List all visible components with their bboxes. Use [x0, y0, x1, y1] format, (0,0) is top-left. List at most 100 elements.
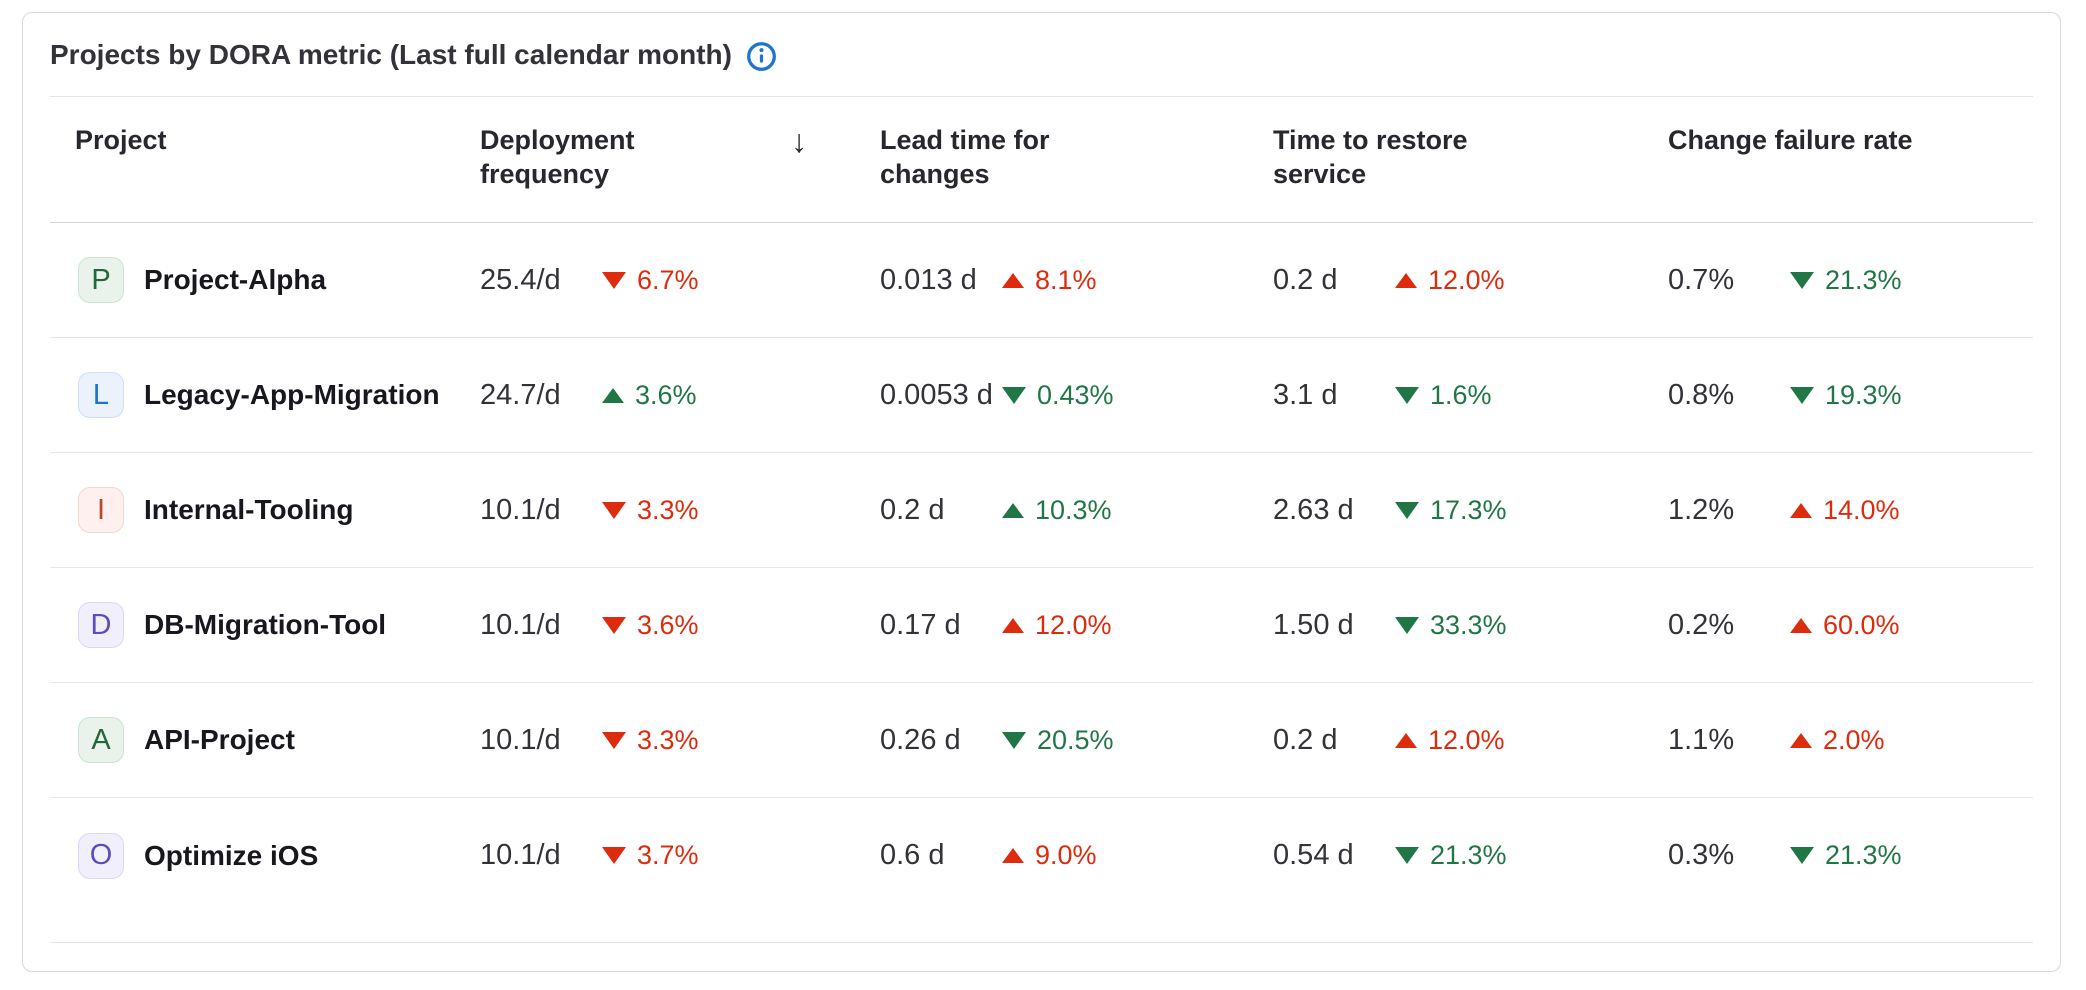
column-header-lead-time-for-changes[interactable]: Lead time for changes — [855, 97, 1248, 222]
project-avatar[interactable]: O — [78, 832, 124, 879]
project-avatar[interactable]: D — [78, 602, 124, 648]
trend-up-icon — [1002, 502, 1024, 518]
trend-down-icon — [602, 271, 626, 289]
trend-up-icon — [1395, 272, 1417, 288]
trend-percentage: 3.3% — [637, 494, 699, 525]
table-row: D DB-Migration-Tool 10.1/d 3.6% 0.17 d 1… — [50, 568, 2033, 683]
change-failure-rate-cell: 1.1% 2.0% — [1643, 724, 2033, 757]
trend-percentage: 14.0% — [1823, 494, 1900, 525]
change-failure-rate-cell: 0.7% 21.3% — [1643, 264, 2033, 297]
metric-value: 0.0053 d — [880, 378, 993, 411]
deployment-frequency-cell: 10.1/d 3.6% — [455, 609, 855, 642]
project-avatar[interactable]: A — [78, 717, 124, 763]
table-header-row: Project Deployment frequency ↓ Lead time… — [50, 97, 2033, 223]
trend-percentage: 3.7% — [637, 840, 699, 870]
project-name-link[interactable]: Legacy-App-Migration — [144, 379, 440, 410]
metric-value: 0.2 d — [1273, 723, 1338, 756]
deployment-frequency-cell: 10.1/d 3.3% — [455, 724, 855, 757]
trend-indicator: 20.5% — [1002, 725, 1114, 756]
metric-value: 10.1/d — [480, 493, 561, 526]
project-avatar[interactable]: L — [78, 372, 124, 418]
metric-value: 0.013 d — [880, 263, 977, 296]
time-to-restore-cell: 0.2 d 12.0% — [1248, 724, 1643, 757]
project-cell: P Project-Alpha — [50, 257, 455, 303]
project-cell: O Optimize iOS — [50, 832, 455, 879]
project-cell: D DB-Migration-Tool — [50, 602, 455, 648]
metric-value: 0.3% — [1668, 839, 1735, 871]
metric-value: 0.17 d — [880, 608, 961, 641]
table-row: I Internal-Tooling 10.1/d 3.3% 0.2 d 10.… — [50, 453, 2033, 568]
project-avatar[interactable]: I — [78, 487, 124, 533]
time-to-restore-cell: 2.63 d 17.3% — [1248, 494, 1643, 527]
trend-indicator: 21.3% — [1395, 840, 1507, 871]
column-label: Change failure rate — [1668, 125, 1913, 155]
project-cell: A API-Project — [50, 717, 455, 763]
project-avatar[interactable]: P — [78, 257, 124, 303]
column-label: Lead time for changes — [880, 125, 1050, 189]
trend-up-icon — [1395, 732, 1417, 748]
trend-percentage: 8.1% — [1035, 264, 1097, 295]
trend-percentage: 12.0% — [1035, 609, 1112, 640]
trend-indicator: 6.7% — [602, 265, 699, 296]
lead-time-cell: 0.26 d 20.5% — [855, 724, 1248, 757]
project-name-link[interactable]: DB-Migration-Tool — [144, 609, 387, 640]
trend-up-icon — [1790, 502, 1812, 518]
trend-indicator: 10.3% — [1002, 495, 1112, 526]
trend-indicator: 14.0% — [1790, 495, 1900, 526]
table-footer-divider — [50, 913, 2033, 943]
trend-percentage: 2.0% — [1823, 724, 1885, 755]
deployment-frequency-cell: 10.1/d 3.7% — [455, 839, 855, 872]
trend-percentage: 17.3% — [1430, 494, 1507, 525]
column-header-project[interactable]: Project — [50, 97, 455, 222]
trend-indicator: 21.3% — [1790, 265, 1902, 296]
trend-up-icon — [1790, 732, 1812, 748]
table-row: L Legacy-App-Migration 24.7/d 3.6% 0.005… — [50, 338, 2033, 453]
trend-indicator: 1.6% — [1395, 380, 1492, 411]
column-label: Deployment frequency — [480, 125, 635, 189]
project-name-link[interactable]: Project-Alpha — [144, 264, 327, 295]
trend-percentage: 3.3% — [637, 724, 699, 755]
project-name-link[interactable]: API-Project — [144, 724, 295, 755]
trend-indicator: 12.0% — [1395, 265, 1505, 296]
metric-value: 24.7/d — [480, 378, 561, 411]
info-icon[interactable] — [746, 41, 777, 72]
project-cell: L Legacy-App-Migration — [50, 372, 455, 418]
lead-time-cell: 0.2 d 10.3% — [855, 494, 1248, 527]
dora-table: Project Deployment frequency ↓ Lead time… — [50, 97, 2033, 943]
column-header-change-failure-rate[interactable]: Change failure rate — [1643, 97, 2033, 222]
trend-percentage: 6.7% — [637, 264, 699, 295]
trend-indicator: 19.3% — [1790, 380, 1902, 411]
metric-value: 1.2% — [1668, 493, 1735, 526]
sort-descending-icon: ↓ — [791, 123, 807, 159]
trend-down-icon — [1790, 847, 1814, 864]
table-row: A API-Project 10.1/d 3.3% 0.26 d 20.5% 0… — [50, 683, 2033, 798]
trend-indicator: 3.3% — [602, 725, 699, 756]
trend-indicator: 33.3% — [1395, 610, 1507, 641]
metric-value: 10.1/d — [480, 608, 561, 641]
table-row: O Optimize iOS 10.1/d 3.7% 0.6 d 9.0% 0.… — [50, 798, 2033, 913]
deployment-frequency-cell: 10.1/d 3.3% — [455, 494, 855, 527]
metric-value: 0.8% — [1668, 378, 1735, 411]
change-failure-rate-cell: 0.2% 60.0% — [1643, 609, 2033, 642]
trend-down-icon — [1395, 386, 1419, 404]
trend-down-icon — [602, 616, 626, 634]
metric-value: 3.1 d — [1273, 378, 1338, 411]
column-label: Project — [75, 125, 167, 155]
column-label: Time to restore service — [1273, 125, 1468, 189]
column-header-deployment-frequency[interactable]: Deployment frequency ↓ — [455, 97, 855, 222]
page-title: Projects by DORA metric (Last full calen… — [50, 39, 732, 70]
change-failure-rate-cell: 0.8% 19.3% — [1643, 379, 2033, 412]
trend-indicator: 17.3% — [1395, 495, 1507, 526]
metric-value: 0.54 d — [1273, 839, 1354, 871]
trend-down-icon — [1395, 616, 1419, 634]
trend-down-icon — [602, 847, 626, 864]
trend-down-icon — [1395, 847, 1419, 864]
project-name-link[interactable]: Internal-Tooling — [144, 494, 354, 525]
column-header-time-to-restore-service[interactable]: Time to restore service — [1248, 97, 1643, 222]
trend-up-icon — [1002, 848, 1024, 863]
project-name-link[interactable]: Optimize iOS — [144, 839, 319, 871]
trend-indicator: 60.0% — [1790, 610, 1900, 641]
metric-value: 2.63 d — [1273, 493, 1354, 526]
table-body: P Project-Alpha 25.4/d 6.7% 0.013 d 8.1%… — [50, 223, 2033, 913]
trend-down-icon — [1002, 386, 1026, 404]
